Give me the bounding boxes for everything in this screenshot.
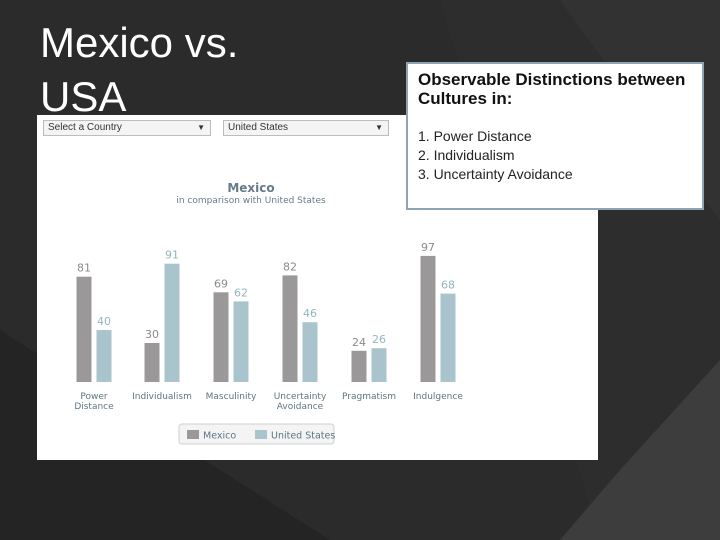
country-select-value: Select a Country	[48, 122, 122, 133]
legend-swatch	[255, 430, 267, 439]
bar-mexico	[282, 275, 298, 382]
list-item: 1. Power Distance	[418, 128, 532, 144]
bar-mexico	[420, 255, 436, 382]
country-select[interactable]: Select a Country ▼	[43, 120, 211, 136]
bar-mexico	[213, 292, 229, 382]
info-title: Observable Distinctions between Cultures…	[418, 70, 686, 108]
data-label: 81	[77, 262, 91, 275]
list-item: 2. Individualism	[418, 147, 515, 163]
info-list: 1. Power Distance 2. Individualism 3. Un…	[418, 127, 692, 184]
data-label: 24	[352, 336, 366, 349]
legend-label: Mexico	[203, 431, 236, 442]
category-label: Individualism	[132, 392, 192, 402]
category-label: Masculinity	[206, 392, 257, 402]
bar-mexico	[76, 276, 92, 382]
data-label: 82	[283, 260, 297, 273]
category-label: Avoidance	[277, 402, 324, 412]
data-label: 68	[441, 279, 455, 292]
list-item: 3. Uncertainty Avoidance	[418, 166, 573, 182]
chart-subtitle: in comparison with United States	[176, 196, 326, 206]
bar-usa	[96, 330, 112, 382]
dropdown-arrow-icon: ▼	[197, 123, 205, 132]
category-label: Distance	[74, 402, 114, 412]
chart-title: Mexico	[227, 181, 275, 195]
bar-usa	[233, 301, 249, 382]
info-box: Observable Distinctions between Cultures…	[406, 62, 704, 210]
data-label: 91	[165, 249, 179, 262]
legend-swatch	[187, 430, 199, 439]
bar-mexico	[144, 343, 160, 382]
chart-heading: Mexico in comparison with United States	[37, 181, 465, 206]
compare-select-value: United States	[228, 122, 289, 133]
category-label: Uncertainty	[274, 392, 327, 402]
bar-usa	[440, 293, 456, 382]
data-label: 46	[303, 307, 317, 320]
data-label: 40	[97, 315, 111, 328]
category-label: Pragmatism	[342, 392, 396, 402]
compare-select[interactable]: United States ▼	[223, 120, 389, 136]
dropdown-arrow-icon: ▼	[375, 123, 383, 132]
data-label: 97	[421, 241, 435, 254]
data-label: 69	[214, 277, 228, 290]
legend-label: United States	[271, 431, 335, 442]
bar-usa	[164, 263, 180, 382]
category-label: Indulgence	[413, 392, 463, 402]
category-label: Power	[80, 392, 108, 402]
bar-usa	[371, 348, 387, 382]
data-label: 30	[145, 328, 159, 341]
data-label: 26	[372, 333, 386, 346]
bar-mexico	[351, 350, 367, 382]
slide-title: Mexico vs. USA	[40, 19, 239, 120]
data-label: 62	[234, 286, 248, 299]
chart-panel: Select a Country ▼ United States ▼ Mexic…	[37, 115, 598, 460]
bar-usa	[302, 322, 318, 382]
